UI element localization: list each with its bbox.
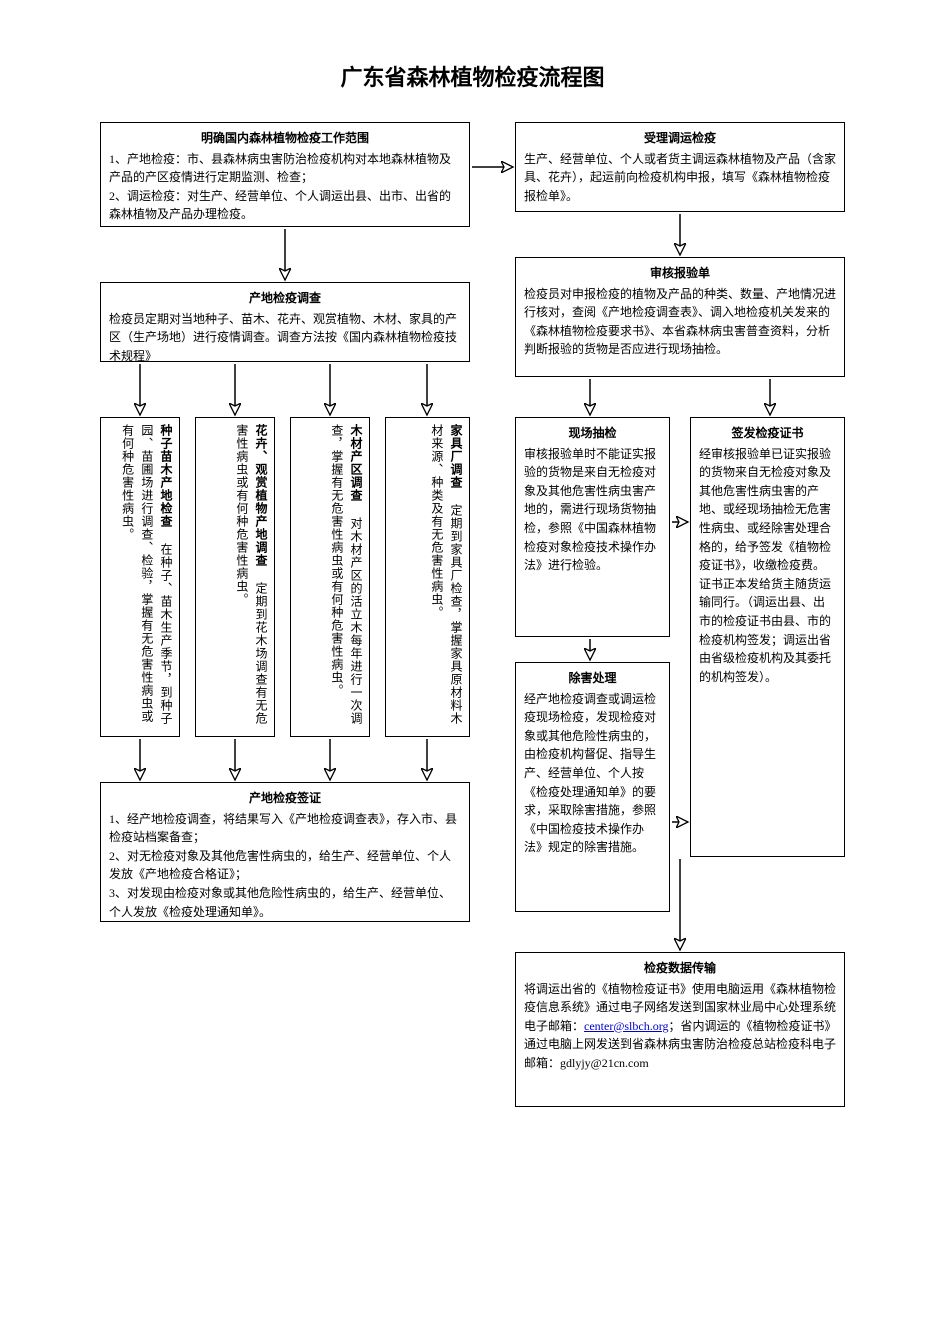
node-v1: 种子苗木产地检查 在种子、苗木生产季节，到种子园、苗圃场进行调查、检验，掌握有无…	[100, 417, 180, 737]
node-scope-title: 明确国内森林植物检疫工作范围	[109, 129, 461, 148]
node-accept: 受理调运检疫 生产、经营单位、个人或者货主调运森林植物及产品（含家具、花卉），起…	[515, 122, 845, 212]
node-treat-body: 经产地检疫调查或调运检疫现场检疫，发现检疫对象或其他危险性病虫的，由检疫机构督促…	[524, 692, 656, 855]
node-v3-title: 木材产区调查	[349, 424, 363, 502]
node-review: 审核报验单 检疫员对申报检疫的植物及产品的种类、数量、产地情况进行核对，查阅《产…	[515, 257, 845, 377]
node-review-body: 检疫员对申报检疫的植物及产品的种类、数量、产地情况进行核对，查阅《产地检疫调查表…	[524, 287, 836, 357]
email-link-1[interactable]: center@slbch.org	[584, 1019, 668, 1033]
email-link-2: gdlyjy@21cn.com	[560, 1056, 649, 1070]
node-survey: 产地检疫调查 检疫员定期对当地种子、苗木、花卉、观赏植物、木材、家具的产区（生产…	[100, 282, 470, 362]
node-v3: 木材产区调查 对木材产区的活立木每年进行一次调查，掌握有无危害性病虫或有何种危害…	[290, 417, 370, 737]
flowchart-canvas: 明确国内森林植物检疫工作范围 1、产地检疫：市、县森林病虫害防治检疫机构对本地森…	[80, 122, 865, 1222]
node-onsite: 现场抽检 审核报验单时不能证实报验的货物是来自无检疫对象及其他危害性病虫害产地的…	[515, 417, 670, 637]
node-survey-title: 产地检疫调查	[109, 289, 461, 308]
node-sign-l1: 1、经产地检疫调查，将结果写入《产地检疫调查表》，存入市、县检疫站档案备查；	[109, 812, 457, 845]
node-sign: 产地检疫签证 1、经产地检疫调查，将结果写入《产地检疫调查表》，存入市、县检疫站…	[100, 782, 470, 922]
node-onsite-title: 现场抽检	[524, 424, 661, 443]
node-sign-l3: 3、对发现由检疫对象或其他危险性病虫的，给生产、经营单位、个人发放《检疫处理通知…	[109, 886, 451, 919]
node-treat: 除害处理 经产地检疫调查或调运检疫现场检疫，发现检疫对象或其他危险性病虫的，由检…	[515, 662, 670, 912]
node-issue-title: 签发检疫证书	[699, 424, 836, 443]
node-issue: 签发检疫证书 经审核报验单已证实报验的货物来自无检疫对象及其他危害性病虫害的产地…	[690, 417, 845, 857]
node-scope-l2: 2、调运检疫：对生产、经营单位、个人调运出县、出市、出省的森林植物及产品办理检疫…	[109, 189, 451, 222]
node-v4-title: 家具厂调查	[449, 424, 463, 489]
page-title: 广东省森林植物检疫流程图	[80, 60, 865, 92]
node-v4: 家具厂调查 定期到家具厂检查，掌握家具原材料木材来源、种类及有无危害性病虫。	[385, 417, 470, 737]
node-sign-title: 产地检疫签证	[109, 789, 461, 808]
node-sign-l2: 2、对无检疫对象及其他危害性病虫的，给生产、经营单位、个人发放《产地检疫合格证》…	[109, 849, 451, 882]
node-accept-body: 生产、经营单位、个人或者货主调运森林植物及产品（含家具、花卉），起运前向检疫机构…	[524, 152, 836, 203]
node-scope-l1: 1、产地检疫：市、县森林病虫害防治检疫机构对本地森林植物及产品的产区疫情进行定期…	[109, 152, 451, 185]
node-transmit-title: 检疫数据传输	[524, 959, 836, 978]
node-accept-title: 受理调运检疫	[524, 129, 836, 148]
node-v2: 花卉、观赏植物产地调查 定期到花木场调查有无危害性病虫或有何种危害性病虫。	[195, 417, 275, 737]
node-v1-title: 种子苗木产地检查	[159, 424, 173, 528]
node-scope: 明确国内森林植物检疫工作范围 1、产地检疫：市、县森林病虫害防治检疫机构对本地森…	[100, 122, 470, 227]
node-v2-title: 花卉、观赏植物产地调查	[254, 424, 268, 567]
node-review-title: 审核报验单	[524, 264, 836, 283]
node-survey-body: 检疫员定期对当地种子、苗木、花卉、观赏植物、木材、家具的产区（生产场地）进行疫情…	[109, 312, 457, 363]
node-onsite-body: 审核报验单时不能证实报验的货物是来自无检疫对象及其他危害性病虫害产地的，需进行现…	[524, 447, 656, 573]
node-transmit: 检疫数据传输 将调运出省的《植物检疫证书》使用电脑运用《森林植物检疫信息系统》通…	[515, 952, 845, 1107]
node-treat-title: 除害处理	[524, 669, 661, 688]
node-issue-body: 经审核报验单已证实报验的货物来自无检疫对象及其他危害性病虫害的产地、或经现场抽检…	[699, 447, 831, 684]
